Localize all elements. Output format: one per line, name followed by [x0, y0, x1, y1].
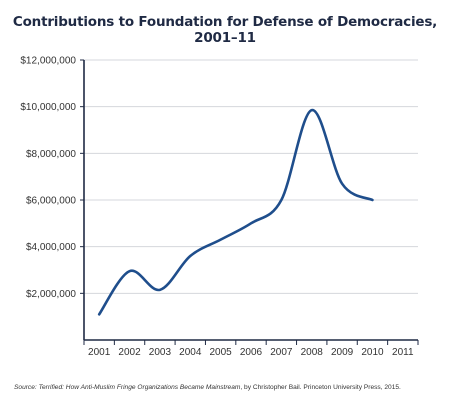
x-tick-label: 2010: [361, 347, 384, 358]
x-tick-label: 2011: [392, 347, 414, 358]
x-tick-label: 2009: [331, 347, 354, 358]
y-tick-label: $8,000,000: [26, 149, 76, 160]
x-tick-label: 2002: [118, 347, 141, 358]
series-layer: [97, 108, 374, 316]
source-book-title: Terrified: How Anti-Muslim Fringe Organi…: [38, 384, 241, 391]
y-tick-label: $6,000,000: [26, 196, 76, 207]
x-tick-label: 2007: [270, 347, 293, 358]
series-line: [97, 108, 374, 316]
y-tick-label: $2,000,000: [26, 289, 76, 300]
y-axis-tick-labels: $2,000,000 $4,000,000 $6,000,000 $8,000,000…: [20, 56, 76, 300]
source-prefix: Source:: [14, 384, 39, 391]
axes: [80, 59, 419, 345]
y-tick-label: $4,000,000: [26, 242, 76, 253]
x-tick-label: 2001: [88, 347, 111, 358]
x-tick-label: 2005: [210, 347, 233, 358]
x-tick-label: 2008: [301, 347, 324, 358]
y-tick-label: $10,000,000: [20, 102, 76, 113]
gridlines: [84, 59, 418, 294]
x-tick-label: 2003: [149, 347, 172, 358]
source-rest: , by Christopher Bail. Princeton Univers…: [240, 384, 401, 391]
x-tick-label: 2006: [240, 347, 263, 358]
x-tick-label: 2004: [179, 347, 202, 358]
source-note: Source: Terrified: How Anti-Muslim Fring…: [14, 384, 444, 391]
chart-title: Contributions to Foundation for Defense …: [12, 14, 438, 46]
x-axis-tick-labels: 2001 2002 2003 2004 2005 2006 2007 2008 2009 2010…: [88, 347, 414, 358]
y-tick-label: $12,000,000: [20, 56, 76, 67]
